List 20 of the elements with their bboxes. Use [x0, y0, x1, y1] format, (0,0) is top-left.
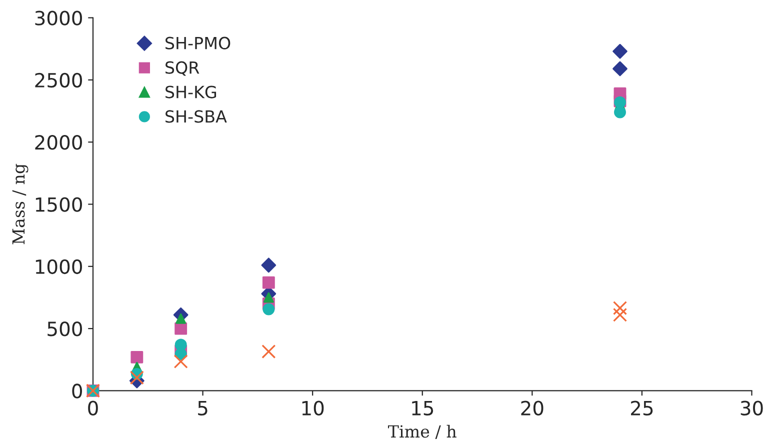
y-tick-label: 1000 — [36, 259, 82, 274]
x-tick-label: 30 — [740, 400, 763, 416]
x-tick-label: 10 — [302, 400, 324, 416]
y-tick-label: 0 — [72, 384, 82, 398]
y-tick-label: 3000 — [35, 10, 82, 26]
x-axis-title: Time / h — [388, 424, 456, 440]
y-tick-label: 2500 — [35, 72, 82, 88]
legend-label: SH-SBA — [166, 110, 227, 123]
x-tick-label: 0 — [88, 400, 98, 416]
legend-label: SH-KG — [166, 86, 216, 98]
x-tick-label: 20 — [521, 400, 544, 416]
y-tick-label: 500 — [48, 322, 82, 336]
y-axis-title: Mass / ng — [12, 164, 28, 244]
x-tick-label: 15 — [412, 401, 434, 416]
y-tick-label: 2000 — [35, 135, 82, 150]
y-tick-label: 1500 — [36, 197, 82, 212]
legend-label: SQR — [166, 61, 200, 76]
legend-label: SH-PMO — [166, 36, 230, 50]
x-tick-label: 5 — [198, 401, 208, 416]
x-tick-label: 25 — [631, 400, 653, 416]
